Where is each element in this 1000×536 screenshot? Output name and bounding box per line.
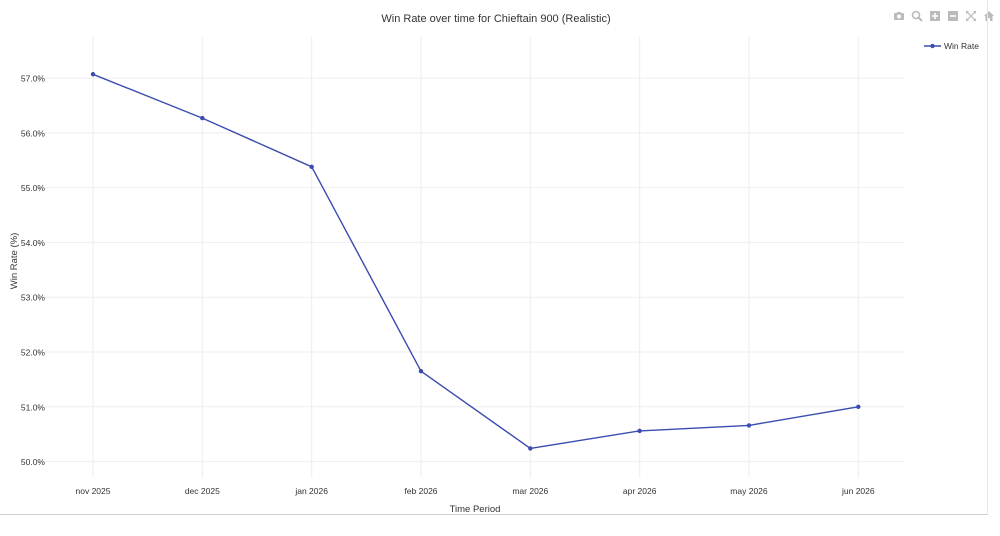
zoom-icon[interactable]	[910, 9, 924, 23]
y-tick-label: 52.0%	[21, 348, 46, 358]
x-tick-label: apr 2026	[623, 486, 657, 496]
x-tick-label: mar 2026	[512, 486, 548, 496]
x-tick-label: nov 2025	[76, 486, 111, 496]
divider	[987, 0, 988, 514]
zoom-out-icon[interactable]	[946, 9, 960, 23]
home-icon[interactable]	[982, 9, 996, 23]
series-line	[92, 73, 859, 450]
y-tick-label: 53.0%	[21, 293, 46, 303]
data-point	[637, 428, 642, 434]
y-tick-label: 54.0%	[21, 238, 46, 248]
data-point	[746, 423, 752, 428]
legend-marker-icon	[930, 43, 935, 49]
x-tick-label: may 2026	[730, 486, 768, 496]
y-tick-label: 55.0%	[21, 183, 46, 193]
chart-title: Win Rate over time for Chieftain 900 (Re…	[381, 13, 610, 25]
y-tick-label: 56.0%	[21, 128, 46, 138]
y-axis-title: Win Rate (%)	[9, 233, 20, 289]
x-tick-label: feb 2026	[404, 486, 437, 496]
y-tick-label: 50.0%	[21, 457, 46, 467]
autoscale-icon[interactable]	[964, 9, 978, 23]
divider	[0, 514, 988, 515]
chart-toolbar	[892, 9, 996, 23]
data-point	[90, 72, 96, 77]
data-point	[309, 164, 314, 170]
legend[interactable]: Win Rate	[924, 41, 979, 51]
y-tick-label: 57.0%	[21, 74, 46, 84]
x-tick-label: dec 2025	[185, 486, 220, 496]
legend-label: Win Rate	[944, 41, 979, 51]
camera-icon[interactable]	[892, 9, 906, 23]
zoom-in-icon[interactable]	[928, 9, 942, 23]
data-point	[528, 446, 533, 451]
data-point	[418, 368, 424, 374]
y-tick-label: 51.0%	[21, 402, 46, 412]
x-tick-label: jun 2026	[841, 486, 875, 496]
data-point	[200, 115, 205, 121]
data-point	[856, 404, 861, 409]
x-axis-title: Time Period	[450, 504, 501, 515]
x-tick-label: jan 2026	[294, 486, 328, 496]
